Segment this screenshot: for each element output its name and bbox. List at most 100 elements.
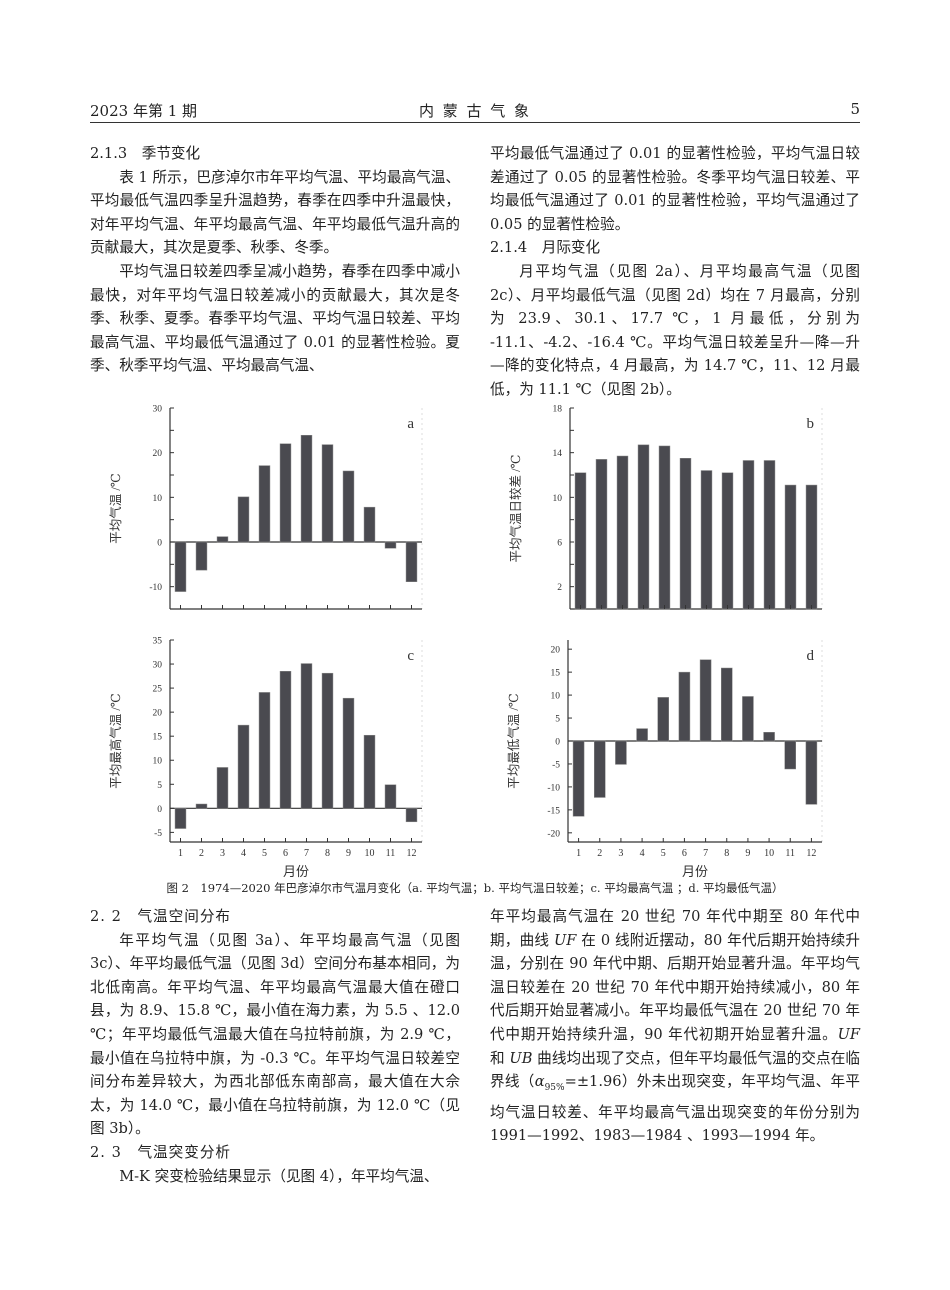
bar-month-1: [574, 472, 587, 610]
x-tick-label: 10: [365, 848, 375, 859]
y-tick-label: 18: [553, 405, 563, 415]
panel-label: c: [407, 648, 414, 664]
chart-a: -10 0 10 20 30 平均气温 /℃ a: [108, 405, 423, 610]
x-tick-label: 2: [199, 848, 204, 859]
y-tick-label: -5: [552, 760, 560, 770]
bar-month-4: [237, 724, 250, 809]
y-axis-label: 平均最低气温 /℃: [506, 693, 521, 789]
bar-month-9: [342, 697, 355, 809]
bar-month-4: [637, 444, 650, 610]
paragraph: M-K 突变检验结果显示（见图 4），年平均气温、: [119, 1167, 439, 1185]
bar-month-9: [742, 696, 754, 742]
bar-month-3: [616, 455, 629, 610]
x-axis-label: 月份: [682, 864, 708, 879]
x-tick-label: 12: [407, 848, 417, 859]
y-tick-label: 30: [153, 661, 163, 671]
bar-month-5: [657, 697, 670, 742]
y-tick-label: -20: [547, 829, 560, 839]
bar-month-1: [174, 541, 187, 592]
y-tick-label: 2: [557, 583, 562, 593]
y-tick-label: 30: [153, 405, 163, 415]
paragraph: 年平均气温（见图 3a）、年平均最高气温（见图 3c）、年平均最低气温（见图 3…: [90, 931, 460, 1138]
x-tick-label: 8: [724, 848, 729, 859]
bar-month-2: [593, 740, 606, 798]
bar-month-12: [805, 484, 818, 610]
y-tick-label: 10: [153, 494, 163, 504]
bar-month-7: [699, 659, 712, 742]
figure-caption: 图 2 1974—2020 年巴彦淖尔市气温月变化（a. 平均气温；b. 平均气…: [166, 881, 784, 895]
section-heading: 2. 2 气温空间分布: [90, 908, 232, 925]
x-tick-label: 11: [785, 848, 795, 859]
bar-month-1: [174, 808, 187, 829]
bar-month-9: [342, 470, 355, 543]
x-tick-label: 1: [576, 848, 581, 859]
bar-month-2: [195, 541, 208, 571]
bar-month-11: [784, 740, 797, 770]
x-tick-label: 7: [304, 848, 309, 859]
y-tick-label: 20: [153, 709, 163, 719]
bar-month-11: [384, 784, 397, 809]
bar-month-9: [742, 460, 755, 610]
y-tick-label: 6: [557, 539, 562, 549]
bar-month-3: [216, 536, 229, 543]
bar-month-6: [279, 443, 292, 543]
x-tick-label: 12: [806, 848, 816, 859]
left-column-top: 2.1.3 季节变化 表 1 所示，巴彦淖尔市年平均气温、平均最高气温、平均最低…: [90, 142, 460, 378]
paragraph: 表 1 所示，巴彦淖尔市年平均气温、平均最高气温、平均最低气温四季呈升温趋势，春…: [90, 168, 460, 257]
y-tick-label: 0: [157, 805, 162, 815]
y-tick-label: 5: [157, 781, 162, 791]
bar-month-12: [405, 808, 418, 823]
y-tick-label: 5: [555, 715, 560, 725]
y-tick-label: 0: [157, 539, 162, 549]
x-tick-label: 6: [682, 848, 687, 859]
bar-month-5: [258, 465, 271, 543]
y-axis-label: 平均气温 /℃: [108, 473, 123, 544]
bar-month-5: [658, 445, 671, 610]
y-tick-label: 14: [553, 449, 563, 459]
bar-month-6: [279, 671, 292, 809]
y-tick-label: 25: [153, 685, 163, 695]
panel-label: d: [807, 648, 815, 664]
bar-month-5: [258, 692, 271, 809]
right-column-top: 平均最低气温通过了 0.01 的显著性检验，平均气温日较差通过了 0.05 的显…: [490, 142, 860, 402]
bar-month-7: [700, 470, 713, 610]
y-tick-label: 0: [555, 738, 560, 748]
y-tick-label: 20: [153, 449, 163, 459]
x-tick-label: 5: [262, 848, 267, 859]
x-tick-label: 9: [346, 848, 351, 859]
y-tick-label: 10: [553, 494, 563, 504]
x-axis-label: 月份: [283, 864, 309, 879]
bar-month-4: [636, 728, 648, 742]
chart-b: 2 6 10 14 18 平均气温日较差 /℃ b: [508, 405, 823, 610]
x-tick-label: 10: [764, 848, 774, 859]
bar-month-11: [784, 484, 797, 610]
bar-month-6: [679, 458, 692, 610]
x-tick-label: 11: [386, 848, 396, 859]
section-heading: 2.1.4 月际变化: [490, 239, 601, 257]
bar-month-8: [720, 667, 733, 742]
x-tick-label: 8: [325, 848, 330, 859]
bar-month-12: [805, 740, 818, 805]
x-tick-label: 4: [241, 848, 246, 859]
paragraph: 平均最低气温通过了 0.01 的显著性检验，平均气温日较差通过了 0.05 的显…: [490, 145, 860, 233]
issue-label: 2023 年第 1 期: [90, 102, 198, 120]
bar-month-3: [216, 767, 229, 809]
section-heading: 2. 3 气温突变分析: [90, 1143, 232, 1161]
paragraph: 平均气温日较差四季呈减小趋势，春季在四季中减小最快，对年平均气温日较差减小的贡献…: [90, 262, 460, 375]
y-tick-label: 20: [551, 646, 561, 656]
header-rule: [90, 122, 860, 123]
y-tick-label: -10: [149, 583, 162, 593]
bar-month-2: [595, 459, 608, 610]
y-tick-label: -15: [547, 806, 560, 816]
x-tick-label: 5: [661, 848, 666, 859]
bar-month-10: [363, 734, 376, 809]
bar-month-1: [572, 740, 585, 817]
y-tick-label: -5: [154, 829, 162, 839]
paragraph: 年平均最高气温在 20 世纪 70 年代中期至 80 年代中期，曲线 UF 在 …: [490, 908, 860, 1145]
right-column-bottom: 年平均最高气温在 20 世纪 70 年代中期至 80 年代中期，曲线 UF 在 …: [490, 905, 860, 1148]
x-tick-label: 3: [220, 848, 225, 859]
bar-month-8: [321, 444, 334, 543]
y-tick-label: 15: [153, 733, 163, 743]
